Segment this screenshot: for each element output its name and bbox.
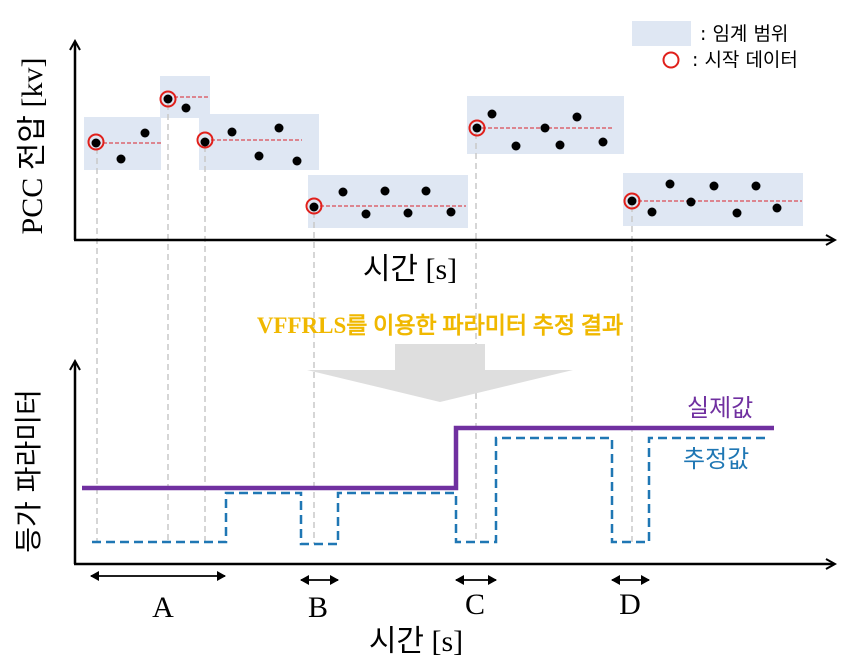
voltage-points [91,94,782,219]
voltage-point [181,103,191,113]
interval-label-c: C [465,588,485,621]
interval-label-d: D [619,588,641,621]
voltage-point [292,156,302,166]
start-data-marker [468,119,486,137]
top-chart: PCC 전압 [kv] 시간 [s] [16,42,834,544]
interval-label-a: A [152,591,174,624]
voltage-point [380,186,390,196]
voltage-point [511,141,521,151]
down-arrow-icon [307,344,573,402]
legend-start-marker [662,51,680,69]
voltage-point [487,109,497,119]
voltage-point [472,123,482,133]
legend-range-swatch [632,21,691,46]
start-data-marker [159,90,177,108]
voltage-point [254,151,264,161]
bottom-y-axis-label: 등가 파라미터 [12,389,45,552]
voltage-point [338,187,348,197]
threshold-range-box [623,173,803,226]
voltage-point [540,123,550,133]
legend: : 임계 범위 : 시작 데이터 [632,21,798,71]
actual-value-label: 실제값 [687,394,753,422]
voltage-point [163,94,173,104]
bottom-chart: 실제값 추정값 등가 파라미터 시간 [s] A B C D [12,362,834,658]
start-data-marker [87,133,105,151]
threshold-range-box [308,175,468,228]
top-x-axis-label: 시간 [s] [363,253,457,286]
voltage-point [598,137,608,147]
voltage-point [732,208,742,218]
legend-start-label: : 시작 데이터 [692,49,798,71]
start-data-marker [305,197,323,215]
actual-value-line [82,425,774,491]
interval-label-b: B [308,591,328,624]
voltage-point [403,208,413,218]
voltage-point [572,112,582,122]
start-data-marker [623,192,641,210]
voltage-point [200,137,210,147]
start-data-markers [87,90,641,215]
voltage-point [361,209,371,219]
legend-range-label: : 임계 범위 [700,23,788,45]
start-data-marker [196,131,214,149]
voltage-point [647,207,657,217]
estimated-value-label: 추정값 [683,445,749,473]
result-banner: VFFRLS를 이용한 파라미터 추정 결과 [257,313,623,338]
voltage-point [772,203,782,213]
voltage-point [665,179,675,189]
top-y-axis-label: PCC 전압 [kv] [16,58,49,235]
voltage-point [709,181,719,191]
voltage-point [116,154,126,164]
guide-lines [96,104,633,544]
voltage-point [309,202,319,212]
voltage-point [686,197,696,207]
threshold-range-boxes [84,76,803,228]
voltage-point [751,181,761,191]
voltage-point [227,127,237,137]
voltage-point [421,186,431,196]
voltage-point [446,207,456,217]
voltage-point [627,196,637,206]
voltage-point [274,123,284,133]
voltage-point [555,140,565,150]
voltage-point [140,128,150,138]
voltage-point [91,138,101,148]
bottom-x-axis-label: 시간 [s] [369,625,463,658]
interval-markers [90,571,650,585]
estimated-value-line [92,436,767,546]
